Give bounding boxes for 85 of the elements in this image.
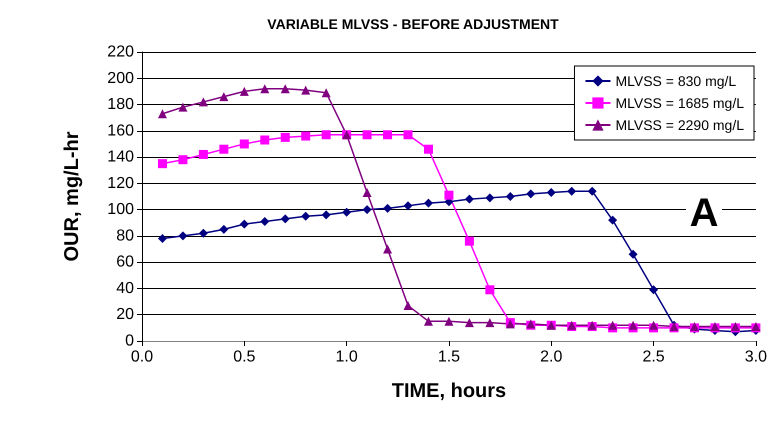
y-tick-label: 120 [107,174,134,192]
point [464,318,474,328]
y-tick-label: 40 [116,280,134,297]
point [362,205,372,214]
point [219,224,228,234]
y-tick-label: 80 [116,227,134,244]
point [404,301,413,310]
y-tick-label: 100 [107,201,134,218]
x-tick-label: 0.5 [233,348,256,366]
legend-label: MLVSS = 2290 mg/L [615,117,744,133]
point [158,159,167,168]
point [485,285,494,294]
point [198,97,208,106]
point [588,186,597,196]
point [649,285,658,294]
x-tick-label: 2.5 [642,348,665,366]
point [178,155,188,164]
point [280,84,290,94]
point [219,144,228,154]
point [404,201,413,210]
point [158,109,167,118]
point [362,188,372,198]
legend-label: MLVSS = 1685 mg/L [615,95,744,111]
point [280,214,290,224]
point [240,86,249,96]
point [444,316,454,326]
point [526,189,536,198]
point [322,88,331,98]
point [280,132,290,142]
chart-title: VARIABLE MLVSS - BEFORE ADJUSTMENT [267,16,560,32]
point [424,316,433,326]
point [260,84,270,94]
y-tick-label: 180 [107,96,134,114]
point [362,130,372,140]
point [628,320,638,330]
x-tick-label: 2.0 [540,348,562,366]
point [178,102,188,112]
y-axis-title: OUR, mg/L-hr [61,131,83,262]
point [219,92,228,102]
point [301,132,310,141]
point [649,320,658,330]
point [464,236,474,246]
point [260,136,270,145]
point [628,250,638,259]
annotation: A [690,191,718,235]
legend-label: MLVSS = 830 mg/L [615,73,736,89]
y-tick-label: 20 [116,306,134,324]
point [608,216,618,225]
y-tick-label: 60 [116,254,134,271]
point [158,234,167,244]
point [608,320,618,330]
point [301,86,310,95]
point [198,150,208,159]
point [240,220,249,229]
point [485,318,494,328]
x-tick-label: 1.0 [336,348,358,366]
point [322,210,331,220]
point [322,130,331,140]
y-tick-label: 160 [107,122,134,140]
point [567,186,576,196]
point [342,208,352,217]
point [383,130,392,140]
y-tick-label: 220 [107,44,134,60]
x-tick-label: 1.5 [438,348,460,366]
point [424,144,433,154]
point [546,188,556,198]
point [506,192,515,201]
y-tick-label: 140 [107,148,134,166]
x-tick-label: 3.0 [744,348,768,366]
point [240,139,249,148]
y-tick-label: 200 [107,70,134,87]
point [383,244,392,254]
point [260,216,270,226]
point [424,198,433,208]
point [444,190,454,200]
point [404,130,413,140]
point [383,204,392,213]
x-axis-title: TIME, hours [392,380,506,402]
point [178,231,188,240]
point [198,228,208,238]
x-tick-label: 0.0 [130,348,154,366]
point [464,194,474,204]
point [301,212,310,221]
y-tick-label: 0 [125,332,134,350]
point [485,193,494,202]
